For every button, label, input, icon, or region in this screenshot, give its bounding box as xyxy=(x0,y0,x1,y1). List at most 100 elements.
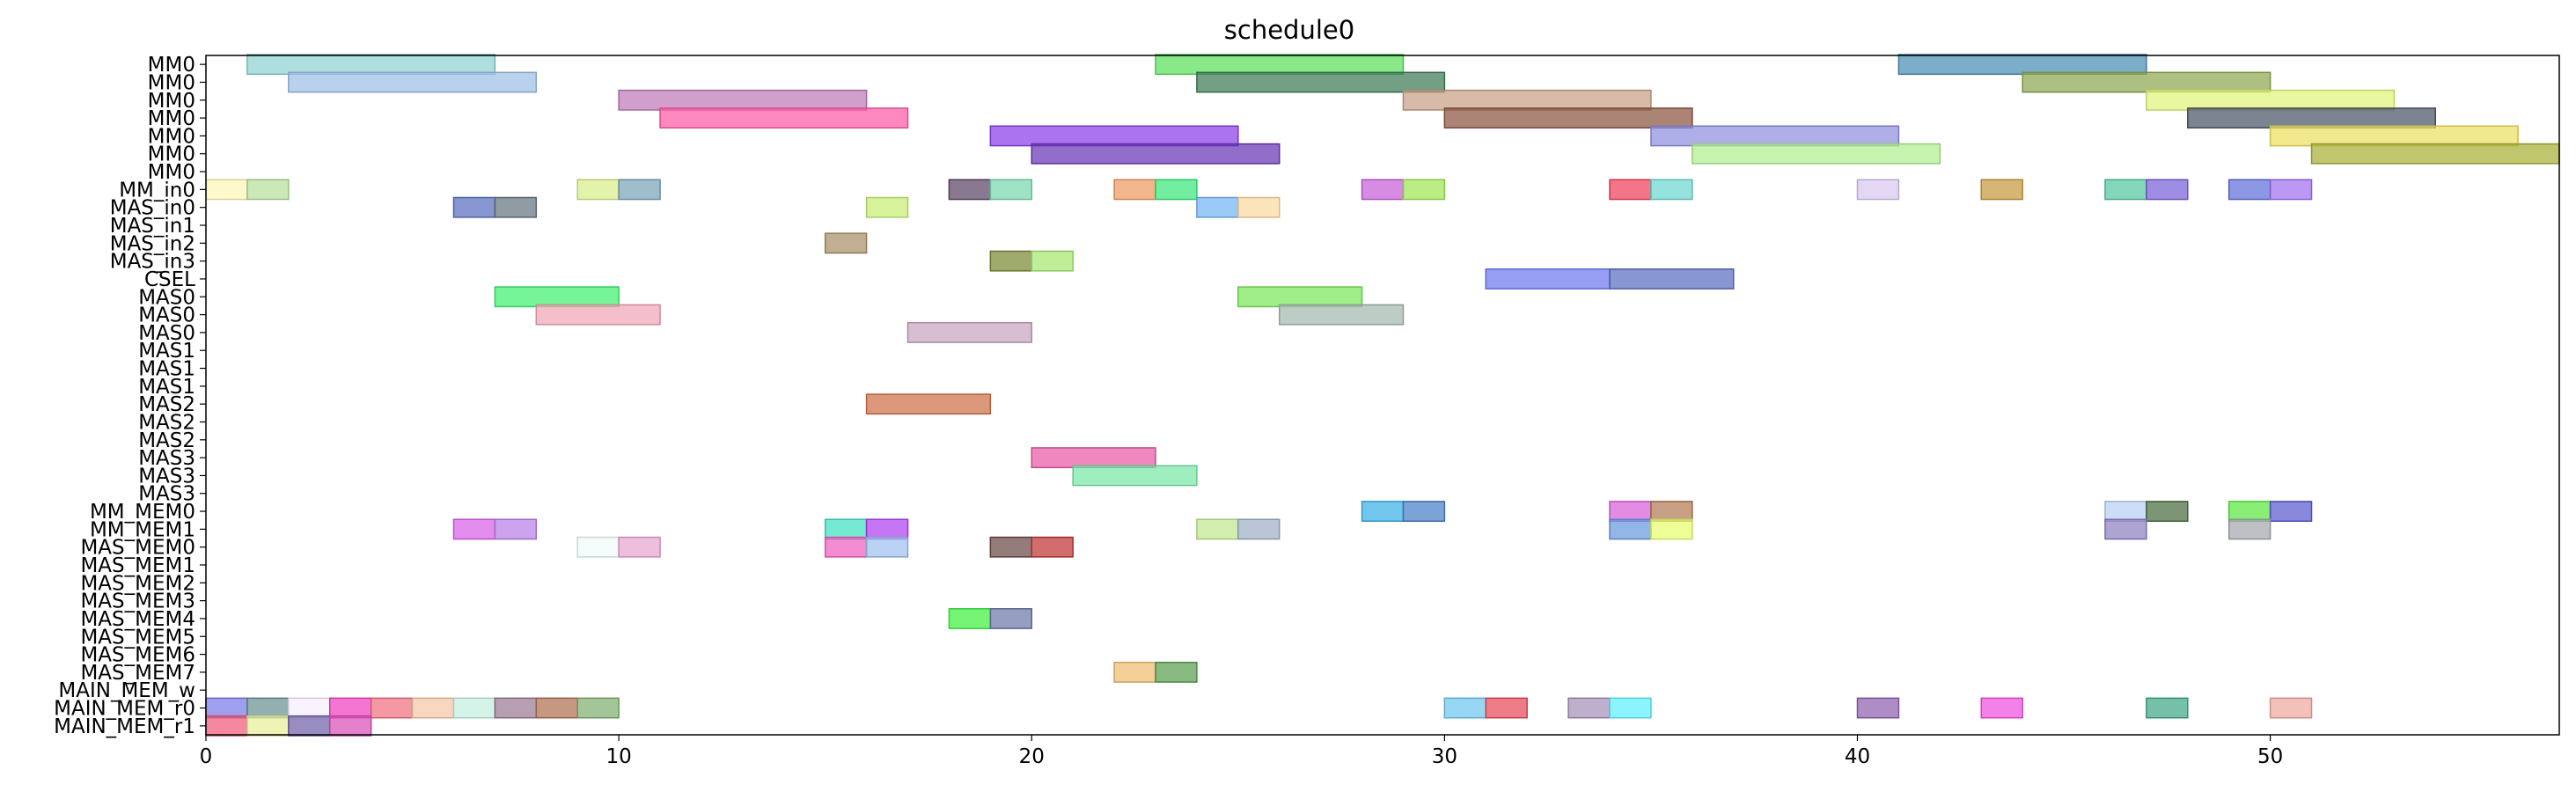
y-tick-label: MAS_MEM7 xyxy=(80,662,195,685)
gantt-bar xyxy=(1031,536,1074,558)
y-tick-label: MAS_MEM4 xyxy=(80,608,195,631)
x-tick-label: 10 xyxy=(605,745,631,768)
x-tick-label: 20 xyxy=(1019,745,1045,768)
gantt-bar xyxy=(1402,179,1446,201)
gantt-bar xyxy=(1361,179,1405,201)
gantt-bar xyxy=(865,196,909,218)
gantt-bar xyxy=(1650,518,1693,540)
gantt-bar xyxy=(1609,268,1735,290)
gantt-bar xyxy=(1361,501,1405,522)
gantt-bar xyxy=(1196,71,1446,93)
gantt-bar xyxy=(1278,304,1405,326)
gantt-bar xyxy=(246,697,290,719)
x-tick-label: 50 xyxy=(2257,745,2283,768)
gantt-bar xyxy=(2146,89,2396,111)
gantt-bar xyxy=(1402,89,1652,111)
bars-layer xyxy=(205,54,2560,737)
y-tick-label: MAS2 xyxy=(138,411,195,434)
y-tick-label: MAS_MEM1 xyxy=(80,554,195,577)
gantt-bar xyxy=(1031,250,1074,272)
gantt-bar xyxy=(1196,518,1239,540)
gantt-bar xyxy=(1237,518,1281,540)
gantt-bar xyxy=(824,232,868,254)
y-tick-label: MAS3 xyxy=(138,465,195,488)
gantt-bar xyxy=(1980,179,2023,201)
gantt-bar xyxy=(246,54,496,76)
gantt-bar xyxy=(989,608,1032,629)
y-tick-label: MM0 xyxy=(148,54,195,77)
x-tick-label: 40 xyxy=(1845,745,1870,768)
y-tick-label: MAS2 xyxy=(138,429,195,452)
y-tick-label: MAS_MEM0 xyxy=(80,537,195,560)
gantt-bar xyxy=(1980,697,2023,719)
gantt-bar xyxy=(2269,501,2313,522)
y-tick-label: MM0 xyxy=(148,125,195,148)
gantt-bar xyxy=(948,608,992,629)
gantt-bar xyxy=(1402,501,1446,522)
gantt-bar xyxy=(948,179,992,201)
y-tick-label: MAS0 xyxy=(138,304,195,327)
gantt-bar xyxy=(2227,501,2271,522)
gantt-bar xyxy=(1113,661,1156,683)
y-tick-label: MAS_in2 xyxy=(110,232,195,255)
y-tick-label: MAS_MEM2 xyxy=(80,572,195,595)
gantt-bar xyxy=(1443,697,1487,719)
gantt-bar xyxy=(494,697,538,719)
gantt-bar xyxy=(576,536,620,558)
gantt-bar xyxy=(288,71,538,93)
gantt-bar xyxy=(2146,179,2189,201)
gantt-bar xyxy=(2022,71,2271,93)
plot-frame xyxy=(205,55,2560,736)
gantt-bar xyxy=(2269,125,2519,147)
y-tick-label: MAIN_MEM_r0 xyxy=(54,698,195,721)
gantt-bar xyxy=(246,179,290,201)
y-tick-label: MAS2 xyxy=(138,393,195,416)
gantt-bar xyxy=(1113,179,1156,201)
gantt-bar xyxy=(494,286,620,308)
gantt-bar xyxy=(288,697,331,719)
y-tick-label: MAS_in1 xyxy=(110,215,195,238)
gantt-bar xyxy=(1609,697,1652,719)
gantt-bar xyxy=(1567,697,1611,719)
gantt-bar xyxy=(1485,697,1528,719)
gantt-bar xyxy=(1237,196,1281,218)
gantt-bar xyxy=(328,715,372,737)
gantt-bar xyxy=(2146,697,2189,719)
gantt-bar xyxy=(205,697,248,719)
gantt-bar xyxy=(2227,518,2271,540)
y-tick-label: MAS_MEM6 xyxy=(80,644,195,667)
gantt-bar xyxy=(205,179,248,201)
x-tick-label: 30 xyxy=(1432,745,1457,768)
gantt-bar xyxy=(618,536,661,558)
gantt-bar xyxy=(2146,501,2189,522)
gantt-bar xyxy=(2104,179,2147,201)
y-tick-label: MM0 xyxy=(148,107,195,130)
gantt-bar xyxy=(989,250,1032,272)
gantt-bar xyxy=(246,715,290,737)
gantt-bar xyxy=(1237,286,1363,308)
gantt-bar xyxy=(328,697,372,719)
y-tick-label: MM_MEM1 xyxy=(90,518,195,541)
gantt-bar xyxy=(865,518,909,540)
y-tick-label: MM0 xyxy=(148,90,195,113)
gantt-bar xyxy=(1485,268,1611,290)
y-tick-label: MAS1 xyxy=(138,376,195,399)
gantt-bar xyxy=(535,304,661,326)
gantt-bar xyxy=(618,179,661,201)
gantt-bar xyxy=(1650,501,1693,522)
gantt-bar xyxy=(824,536,868,558)
gantt-bar xyxy=(824,518,868,540)
chart-title: schedule0 xyxy=(1224,15,1354,45)
gantt-bar xyxy=(906,321,1032,343)
gantt-bar xyxy=(865,536,909,558)
gantt-bar xyxy=(865,393,992,415)
y-tick-label: MM_MEM0 xyxy=(90,501,195,524)
gantt-bar xyxy=(2104,501,2147,522)
gantt-bar xyxy=(1031,143,1281,165)
gantt-bar xyxy=(659,107,909,129)
gantt-bar xyxy=(411,697,455,719)
y-axis-labels: MM0MM0MM0MM0MM0MM0MM0MM_in0MAS_in0MAS_in… xyxy=(54,54,206,738)
y-tick-label: MAS1 xyxy=(138,358,195,381)
gantt-bar xyxy=(576,697,620,719)
